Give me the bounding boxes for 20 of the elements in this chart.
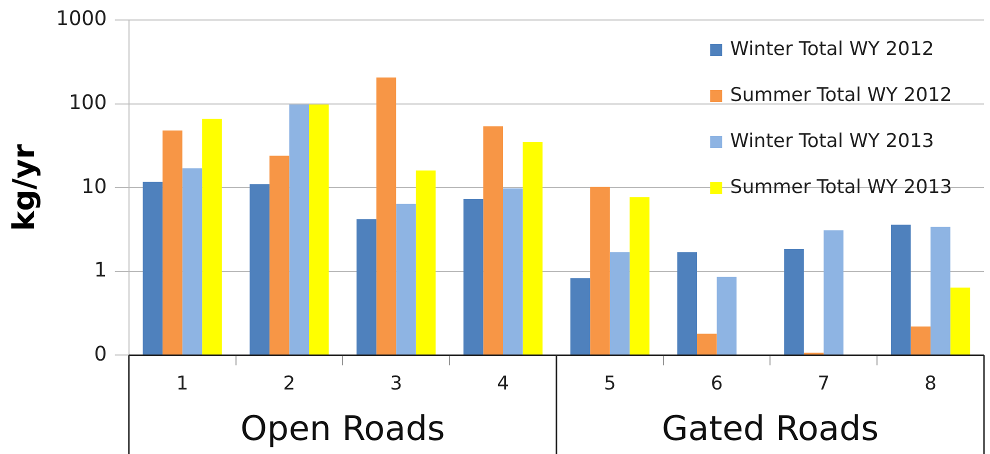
x-tick-label: 2 <box>283 372 296 395</box>
y-tick-label: 0 <box>94 341 107 366</box>
x-tick-label: 7 <box>818 372 830 395</box>
legend-label: Summer Total WY 2012 <box>730 84 952 106</box>
text: Gated Roads <box>662 409 879 449</box>
legend-label: Winter Total WY 2013 <box>730 130 934 152</box>
legend-label: Winter Total WY 2012 <box>730 38 934 60</box>
x-tick-label: 1 <box>176 372 188 395</box>
x-tick-label: 3 <box>390 372 402 395</box>
y-tick-label: 1 <box>94 258 107 282</box>
y-tick-label: 10 <box>81 174 107 198</box>
y-tick-label: 1000 <box>56 6 107 30</box>
x-tick-label: 4 <box>496 372 510 395</box>
legend-label: Summer Total WY 2013 <box>730 176 952 198</box>
text: Open Roads <box>240 409 445 449</box>
x-tick-label: 6 <box>710 372 723 395</box>
y-tick-label: 100 <box>68 90 107 114</box>
x-tick-label: 5 <box>604 372 616 395</box>
y-axis-title: kg/yr <box>6 144 42 231</box>
x-tick-label: 8 <box>924 372 937 395</box>
